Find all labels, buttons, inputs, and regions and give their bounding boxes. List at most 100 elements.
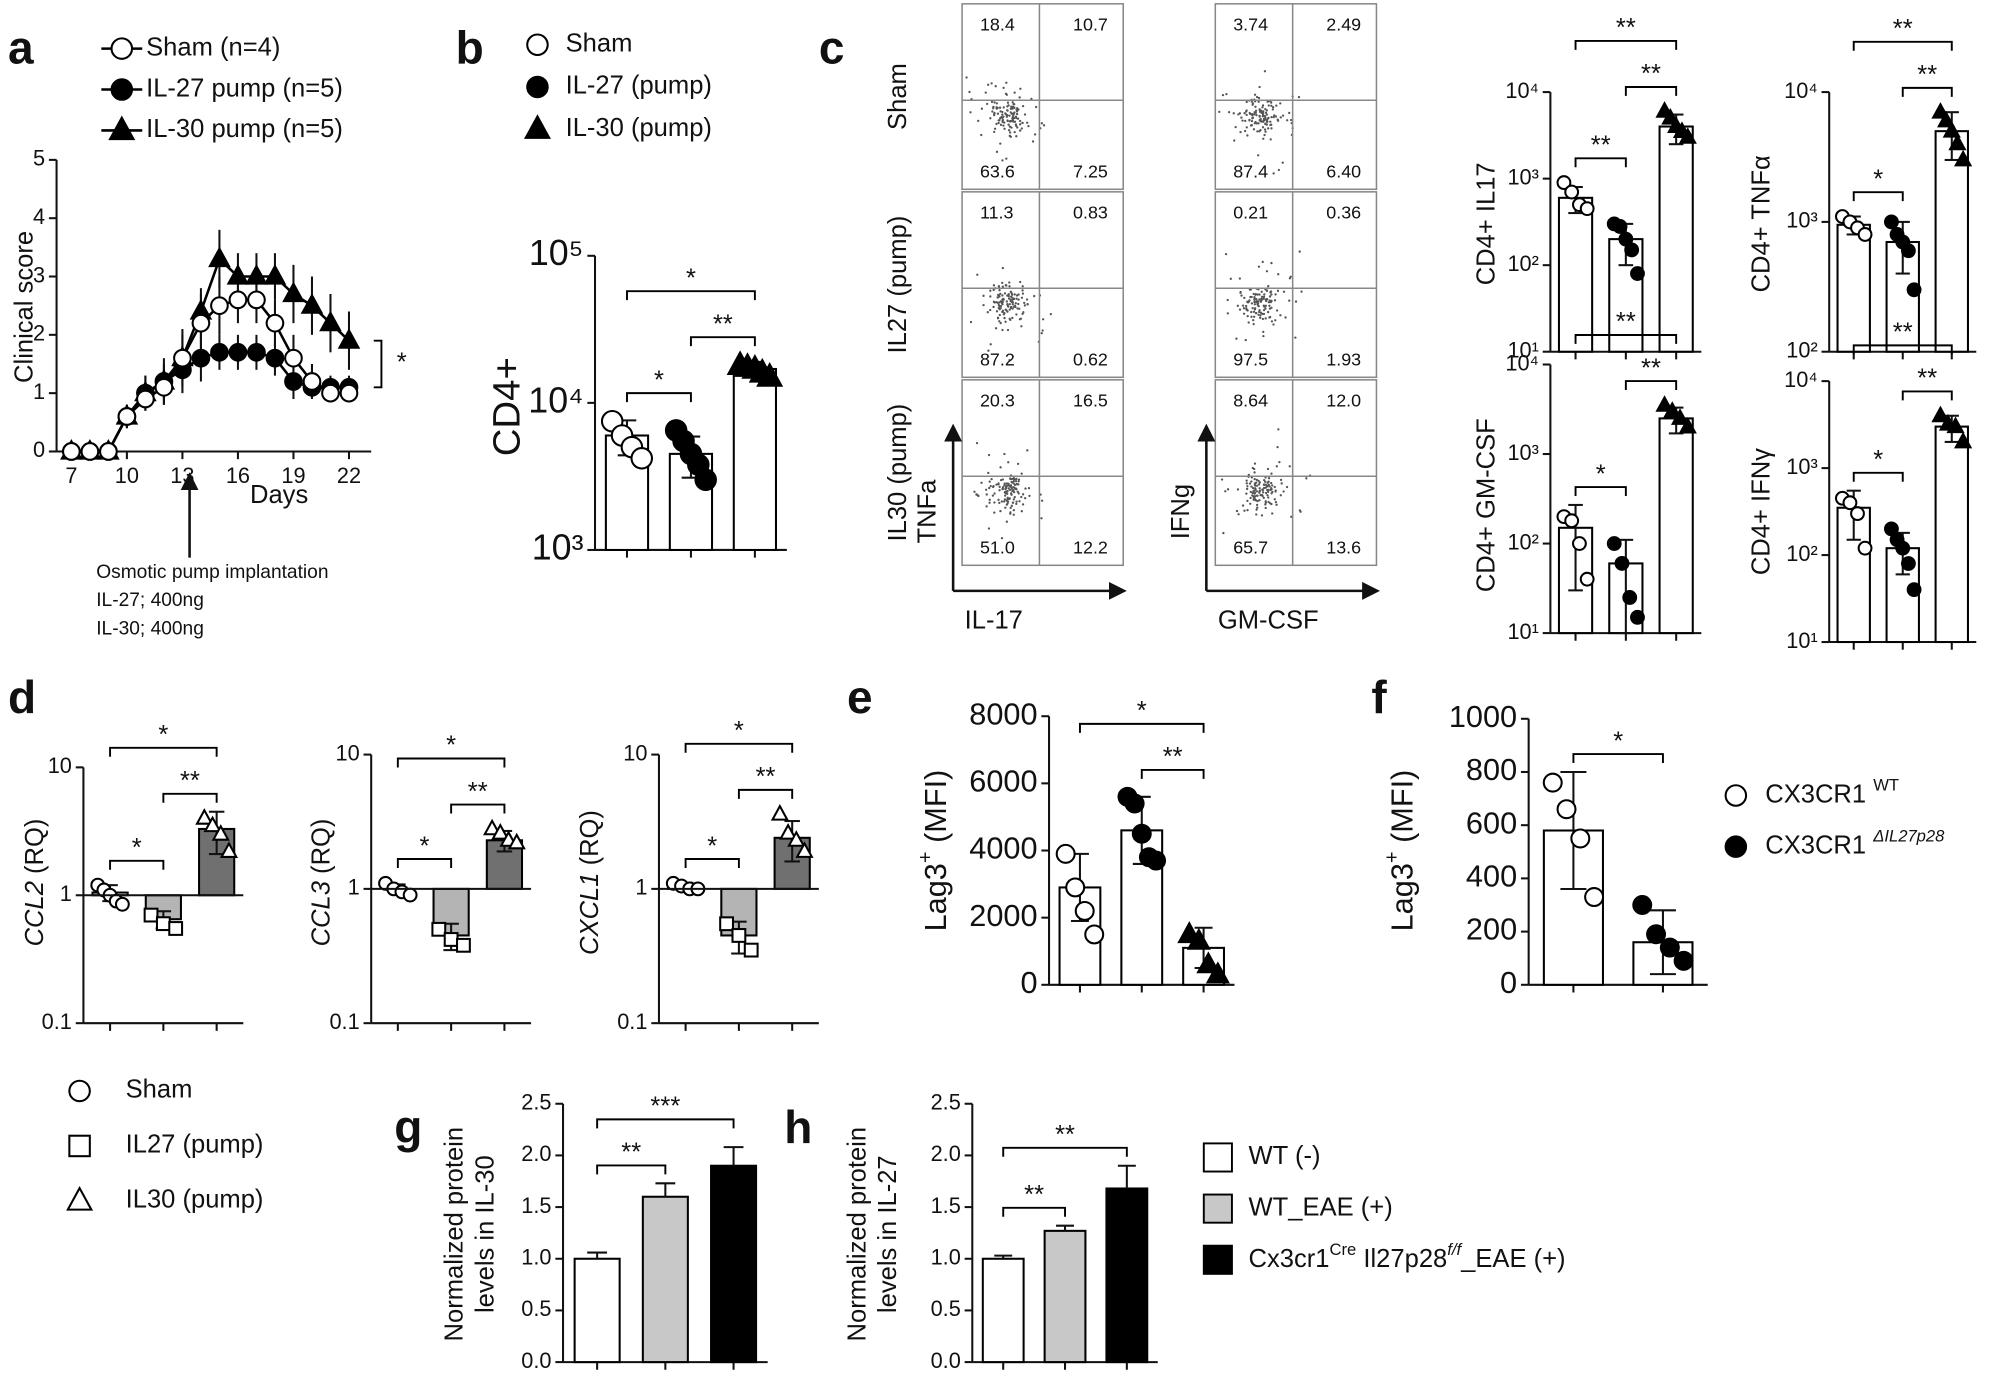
event-dot [1275, 309, 1279, 312]
event-dot [1239, 290, 1242, 294]
event-dot [1263, 70, 1267, 73]
y-axis-label: IFNg [1167, 484, 1195, 539]
event-dot [982, 304, 985, 307]
quadrant-value: 7.25 [1073, 161, 1108, 181]
legend-swatch [1202, 1244, 1233, 1275]
x-tick-label: 19 [281, 463, 305, 488]
data-point [1673, 950, 1694, 971]
quadrant-value: 12.0 [1326, 390, 1361, 410]
data-point [1205, 961, 1230, 984]
event-dot [1255, 122, 1259, 125]
legend-label-part: WT [1873, 775, 1899, 794]
event-dot [1255, 503, 1259, 507]
event-dot [987, 527, 991, 530]
event-dot [1272, 116, 1275, 119]
legend-label: IL-30 pump (n=5) [146, 115, 343, 143]
event-dot [1258, 487, 1261, 490]
event-dot [1245, 482, 1248, 485]
significance-bracket [737, 788, 794, 799]
significance-label: ** [468, 778, 488, 806]
event-dot [1275, 503, 1278, 506]
flow-plot [1214, 3, 1378, 191]
event-dot [1021, 503, 1025, 506]
event-dot [1005, 520, 1008, 523]
data-point [483, 818, 502, 836]
event-dot [1235, 509, 1239, 513]
event-dot [1264, 317, 1267, 320]
x-tick-label: 7 [65, 463, 77, 488]
event-dot [1281, 161, 1284, 164]
event-dot [1257, 122, 1260, 125]
event-dot [1254, 109, 1258, 112]
event-dot [1252, 128, 1256, 131]
event-dot [1007, 487, 1010, 490]
legend-label: IL27 (pump) [126, 1131, 264, 1159]
significance-label: ** [621, 1139, 641, 1167]
data-point [1606, 536, 1622, 551]
event-dot [1008, 281, 1011, 284]
data-point [1954, 149, 1973, 167]
event-dot [1009, 298, 1012, 301]
significance-label: ** [1616, 308, 1636, 336]
event-dot [1018, 96, 1021, 99]
legend-label-part: _EAE (+) [1460, 1245, 1565, 1273]
event-dot [1264, 107, 1267, 111]
event-dot [1042, 318, 1045, 321]
significance-label: ** [1893, 319, 1913, 347]
row-label: Sham [884, 63, 912, 130]
event-dot [1261, 494, 1264, 498]
event-dot [1007, 461, 1010, 464]
event-dot [1264, 480, 1267, 483]
event-dot [1289, 118, 1293, 122]
event-dot [1001, 113, 1004, 116]
event-dot [985, 102, 989, 106]
significance-label: ** [1641, 60, 1661, 88]
event-dot [987, 83, 990, 86]
event-dot [1015, 110, 1019, 113]
event-dot [1252, 310, 1256, 313]
significance-label: ** [1917, 61, 1937, 89]
event-dot [1221, 94, 1225, 97]
y-axis-label: Lag3+ (MFI) [1382, 770, 1420, 932]
event-dot [993, 130, 996, 134]
event-dot [1261, 488, 1265, 492]
event-dot [1009, 111, 1012, 114]
data-point [321, 383, 340, 403]
quadrant-value: 12.2 [1073, 537, 1108, 557]
event-dot [989, 117, 992, 120]
event-dot [1004, 506, 1007, 509]
data-point [1857, 540, 1873, 556]
significance-bracket [450, 803, 506, 814]
y-axis-label-part: CXCL1 [576, 873, 604, 955]
event-dot [1018, 318, 1022, 321]
event-dot [1005, 81, 1008, 84]
legend-marker [526, 33, 549, 57]
significance-bracket [1002, 1146, 1128, 1157]
event-dot [1238, 277, 1242, 280]
event-dot [1264, 111, 1268, 114]
event-dot [997, 498, 1000, 501]
event-dot [980, 133, 983, 137]
data-point [265, 348, 285, 368]
significance-label: * [654, 366, 664, 394]
data-point [62, 442, 81, 461]
legend-label: Sham (n=4) [146, 33, 280, 61]
significance-bracket [689, 336, 756, 347]
event-dot [1273, 114, 1276, 117]
data-point [80, 442, 100, 461]
data-point [247, 290, 266, 310]
event-dot [1006, 328, 1010, 332]
event-dot [1276, 119, 1280, 122]
event-dot [1220, 478, 1224, 481]
event-dot [1004, 112, 1007, 115]
event-dot [1266, 127, 1270, 130]
event-dot [1006, 310, 1009, 313]
row-label: IL30 (pump) [884, 404, 912, 542]
legend-marker [1724, 784, 1748, 807]
bar [732, 367, 778, 551]
event-dot [1251, 103, 1254, 106]
flow-plot [1214, 379, 1378, 567]
event-dot [1267, 104, 1270, 107]
event-dot [1267, 500, 1270, 504]
event-dot [993, 501, 996, 504]
